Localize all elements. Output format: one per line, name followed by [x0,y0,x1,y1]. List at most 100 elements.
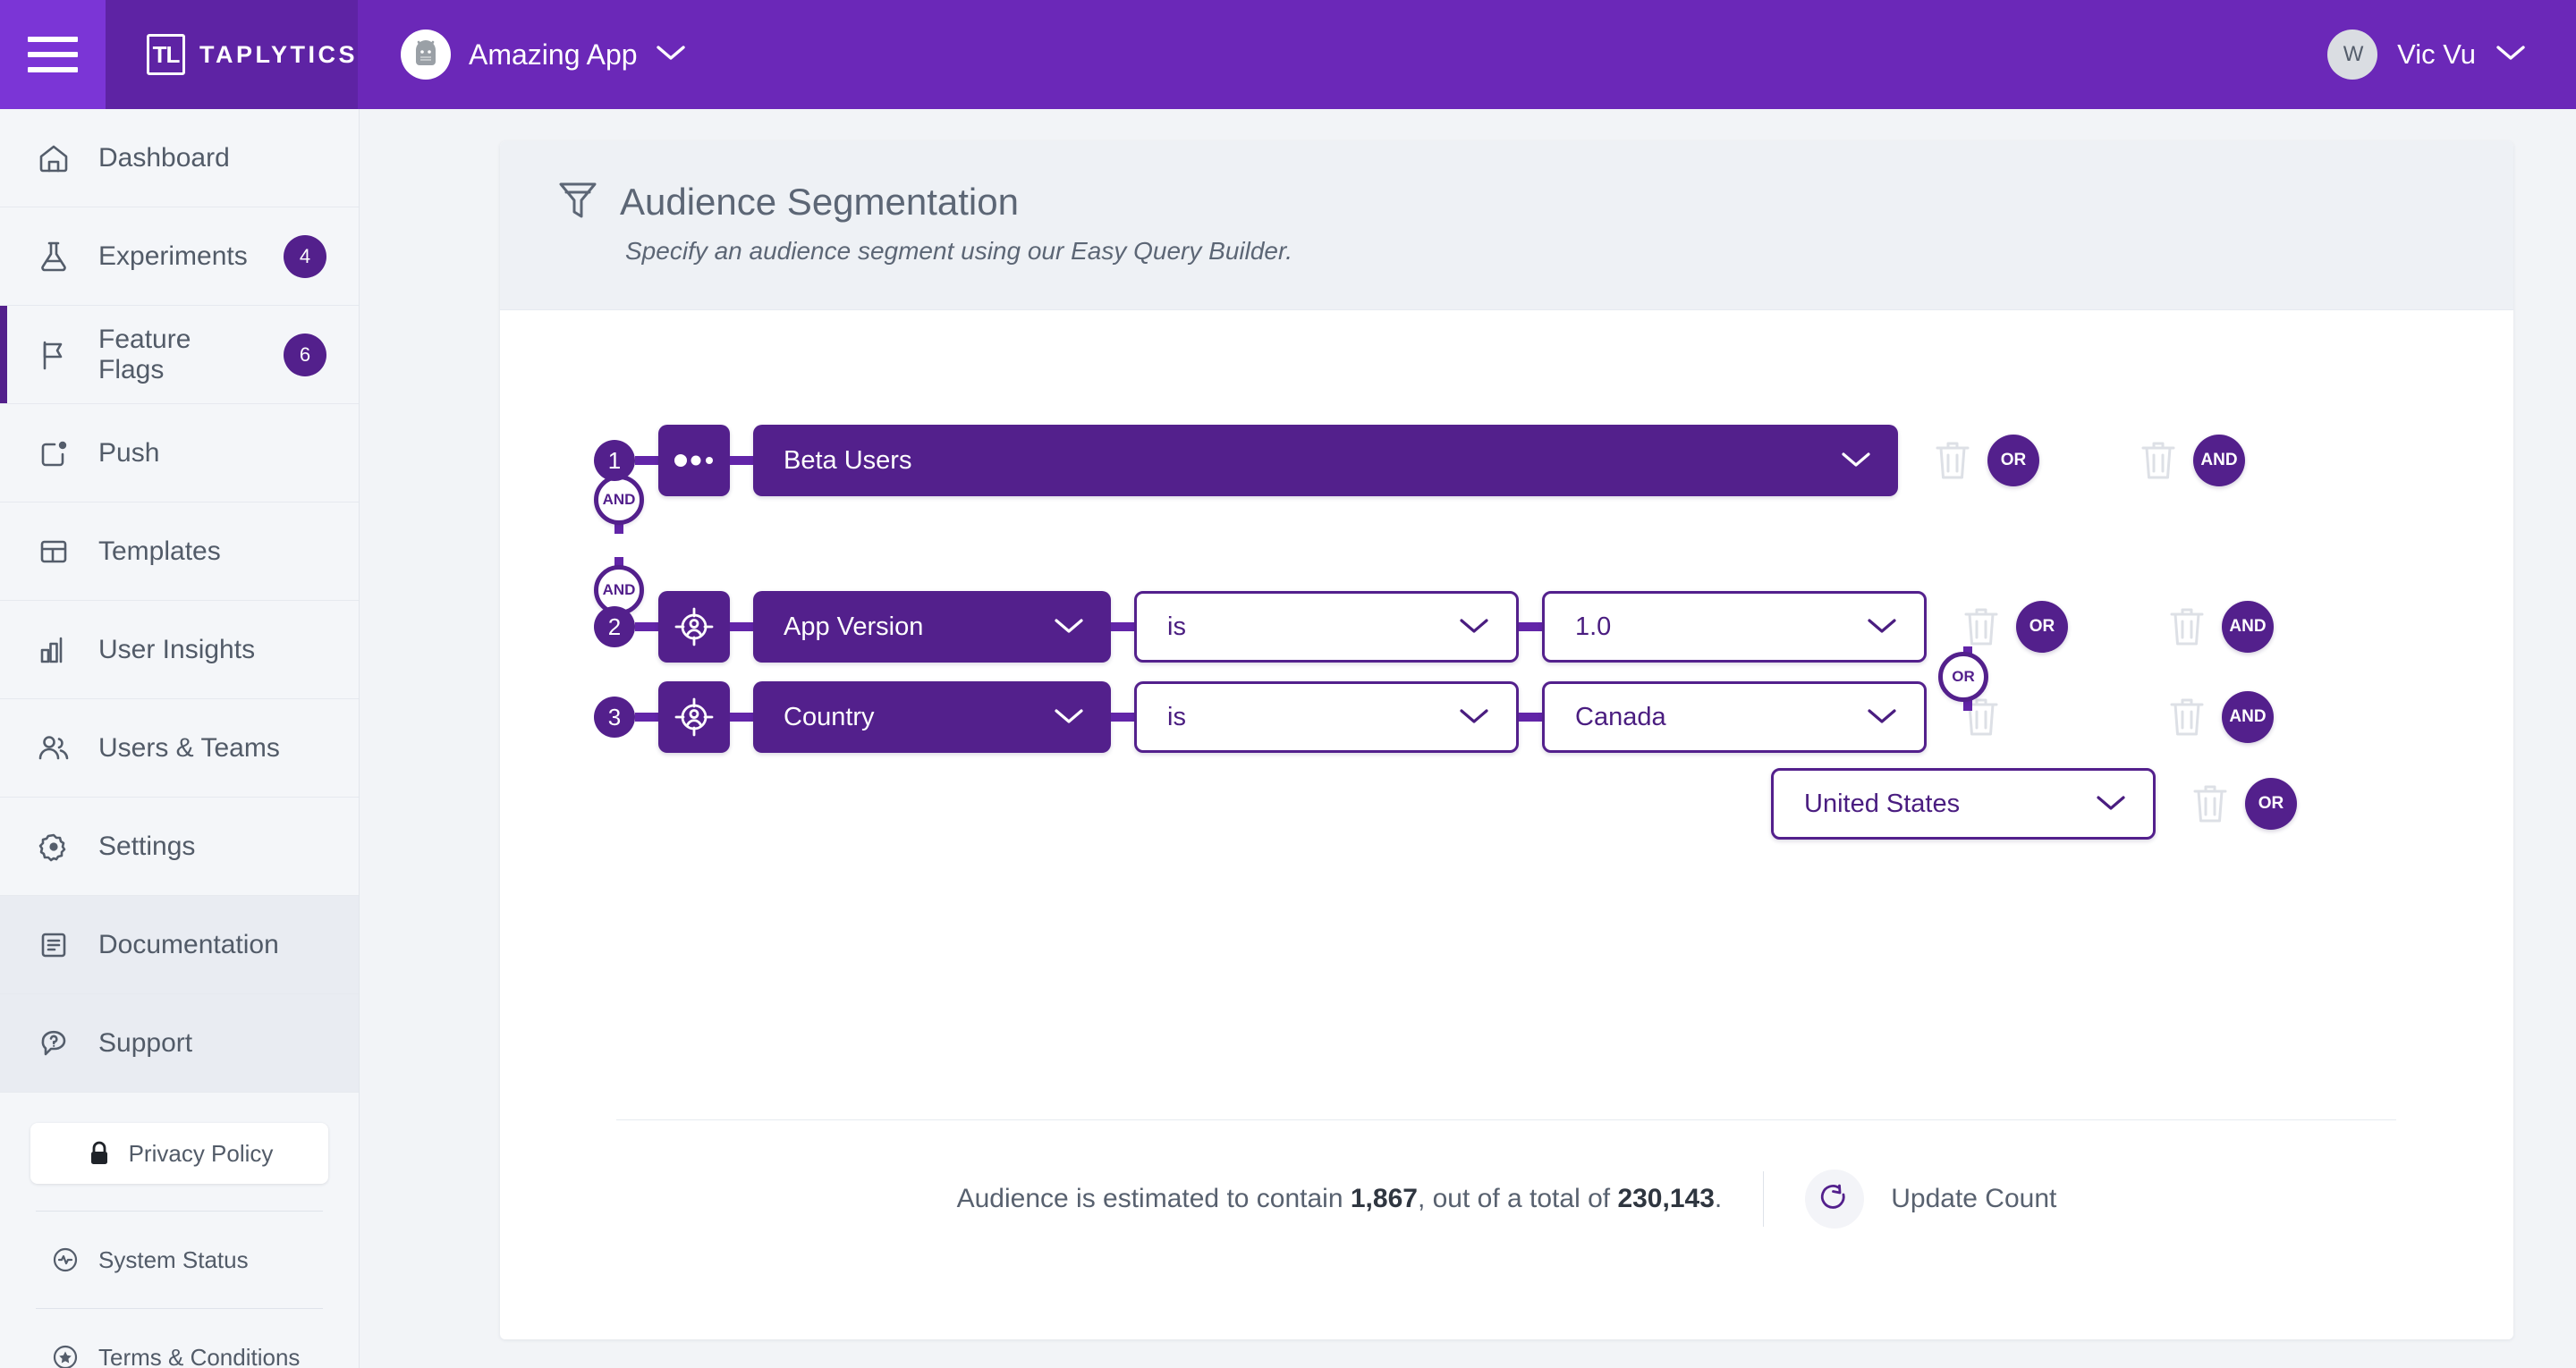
funnel-icon [555,175,600,228]
operator-value: is [1167,612,1186,641]
chevron-down-icon [1867,703,1897,732]
update-count-button[interactable]: Update Count [1805,1170,2056,1229]
app-switcher[interactable]: Amazing App [358,0,686,109]
bar-chart-icon [34,630,73,670]
sidebar-item-user-insights[interactable]: User Insights [0,601,359,699]
pulse-circle-icon [50,1245,80,1275]
page-title: Audience Segmentation [620,180,1019,223]
connector-line [635,456,658,465]
connector-line [635,713,658,722]
divider [616,1119,2396,1120]
row-number: 2 [594,606,635,647]
flask-icon [34,237,73,276]
sidebar-item-label: Push [98,437,160,468]
sidebar-item-label: Feature Flags [98,324,191,384]
segment-value: Beta Users [784,445,912,475]
brand-logo[interactable]: TL TAPLYTICS [106,0,358,109]
value-value: United States [1804,789,1961,818]
sidebar-item-dashboard[interactable]: Dashboard [0,109,359,207]
privacy-policy-button[interactable]: Privacy Policy [30,1123,328,1184]
add-and-button[interactable]: AND [2222,691,2274,743]
connector-and-1[interactable]: AND [594,475,644,525]
value-value: Canada [1575,702,1666,731]
delete-group-button[interactable] [2166,692,2207,742]
sidebar-item-label: Dashboard [98,142,230,173]
delete-row-button[interactable] [1932,435,1973,486]
terms-conditions-link[interactable]: Terms & Conditions [30,1336,328,1368]
operator-value: is [1167,702,1186,731]
operator-select[interactable]: is [1134,681,1519,753]
sidebar-item-feature-flags[interactable]: Feature Flags 6 [0,306,359,404]
hamburger-menu-button[interactable] [0,0,106,109]
update-count-label: Update Count [1891,1184,2057,1213]
refresh-icon [1805,1170,1865,1229]
connector-line [1111,622,1134,631]
audience-segmentation-card: Audience Segmentation Specify an audienc… [500,141,2513,1339]
sidebar-item-push[interactable]: Push [0,404,359,502]
query-builder: AND AND OR 1 Beta Users [500,310,2513,1088]
add-or-button[interactable]: OR [2245,778,2297,830]
system-status-label: System Status [98,1246,249,1273]
user-menu[interactable]: W Vic Vu [2327,0,2526,109]
ellipsis-icon[interactable] [658,425,730,496]
sidebar-item-support[interactable]: Support [0,994,359,1093]
user-name-label: Vic Vu [2397,38,2476,70]
chevron-down-icon [656,44,686,66]
sidebar-item-label: Support [98,1027,193,1058]
segment-select[interactable]: Beta Users [753,425,1898,496]
value-select[interactable]: Canada [1542,681,1927,753]
query-row-2: 2 App Version is [594,584,2274,670]
document-icon [34,925,73,965]
privacy-policy-label: Privacy Policy [128,1139,274,1167]
card-header: Audience Segmentation Specify an audienc… [500,141,2513,310]
system-status-link[interactable]: System Status [30,1238,328,1281]
divider [36,1308,323,1309]
sidebar-item-label: User Insights [98,634,256,664]
connector-or-country[interactable]: OR [1938,652,1988,702]
add-and-button[interactable]: AND [2193,435,2245,486]
chevron-down-icon [1459,703,1489,732]
add-or-button[interactable]: OR [1987,435,2039,486]
row-number: 3 [594,697,635,738]
delete-group-button[interactable] [2138,435,2179,486]
brand-name: TAPLYTICS [199,40,358,68]
avatar: W [2327,30,2378,80]
connector-line [1519,713,1542,722]
operator-select[interactable]: is [1134,591,1519,663]
sidebar-item-label: Experiments [98,241,248,271]
help-bubble-icon [34,1024,73,1063]
sidebar-item-documentation[interactable]: Documentation [0,896,359,994]
delete-row-button[interactable] [2190,779,2231,829]
connector-line [730,456,753,465]
people-icon [34,729,73,768]
target-user-icon[interactable] [658,591,730,663]
connector-line [1519,622,1542,631]
sidebar-item-templates[interactable]: Templates [0,502,359,601]
attribute-select[interactable]: App Version [753,591,1111,663]
add-and-button[interactable]: AND [2222,601,2274,653]
template-icon [34,532,73,571]
add-or-button[interactable]: OR [2016,601,2068,653]
hamburger-menu-icon [28,37,78,72]
page-subtitle: Specify an audience segment using our Ea… [625,237,1293,265]
value-select[interactable]: United States [1771,768,2156,840]
flag-icon [34,335,73,375]
sidebar: Dashboard Experiments 4 Feature Flags 6 [0,109,360,1368]
sidebar-item-label: Templates [98,536,221,566]
value-select[interactable]: 1.0 [1542,591,1927,663]
sidebar-item-label: Settings [98,831,196,861]
delete-row-button[interactable] [1961,602,2002,652]
count-prefix: Audience is estimated to contain [956,1184,1351,1213]
attribute-select[interactable]: Country [753,681,1111,753]
sidebar-item-users-teams[interactable]: Users & Teams [0,699,359,798]
star-circle-icon [50,1342,80,1368]
delete-group-button[interactable] [2166,602,2207,652]
chevron-down-icon [2096,790,2126,819]
chevron-down-icon [1841,446,1871,476]
sidebar-item-settings[interactable]: Settings [0,798,359,896]
connector-line [730,622,753,631]
target-user-icon[interactable] [658,681,730,753]
sidebar-badge: 4 [284,234,326,278]
value-value: 1.0 [1575,612,1612,641]
sidebar-item-experiments[interactable]: Experiments 4 [0,207,359,306]
